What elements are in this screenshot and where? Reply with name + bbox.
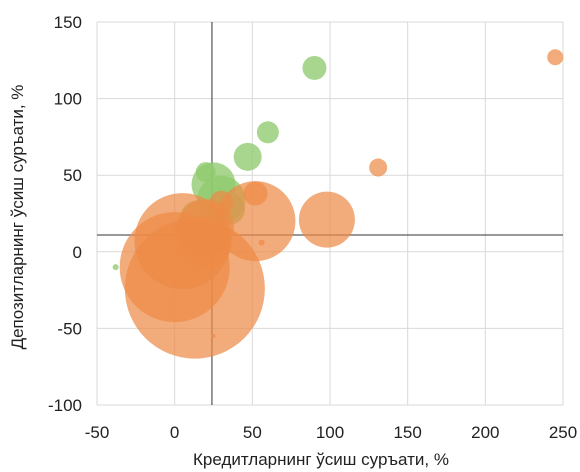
- orange-bubble: [243, 181, 268, 206]
- green-bubble: [233, 142, 262, 171]
- green-bubble: [302, 55, 327, 80]
- y-tick-label: -50: [57, 319, 82, 338]
- orange-bubble: [211, 334, 216, 339]
- orange-bubble: [298, 191, 355, 248]
- x-tick-label: 100: [316, 423, 344, 442]
- x-tick-label: 200: [471, 423, 499, 442]
- y-axis-title: Депозитларнинг ўсиш суръати, %: [8, 85, 27, 350]
- green-bubble: [256, 121, 279, 144]
- orange-bubble: [215, 181, 296, 262]
- data-bubbles: [112, 49, 564, 359]
- x-axis-title: Кредитларнинг ўсиш суръати, %: [193, 450, 449, 469]
- x-tick-label: 250: [549, 423, 577, 442]
- orange-bubble: [209, 190, 234, 215]
- x-tick-label: 50: [243, 423, 262, 442]
- y-tick-label: 0: [73, 243, 82, 262]
- orange-bubble: [258, 239, 265, 246]
- x-tick-label: 0: [170, 423, 179, 442]
- green-bubble: [112, 264, 119, 271]
- y-tick-label: 50: [63, 166, 82, 185]
- orange-bubble: [179, 216, 232, 269]
- green-bubble: [195, 162, 216, 183]
- orange-bubble: [369, 158, 388, 177]
- orange-bubble: [547, 49, 564, 66]
- y-tick-label: 100: [54, 90, 82, 109]
- y-tick-label: 150: [54, 13, 82, 32]
- x-tick-label: 150: [393, 423, 421, 442]
- x-tick-label: -50: [85, 423, 110, 442]
- y-tick-label: -100: [48, 396, 82, 415]
